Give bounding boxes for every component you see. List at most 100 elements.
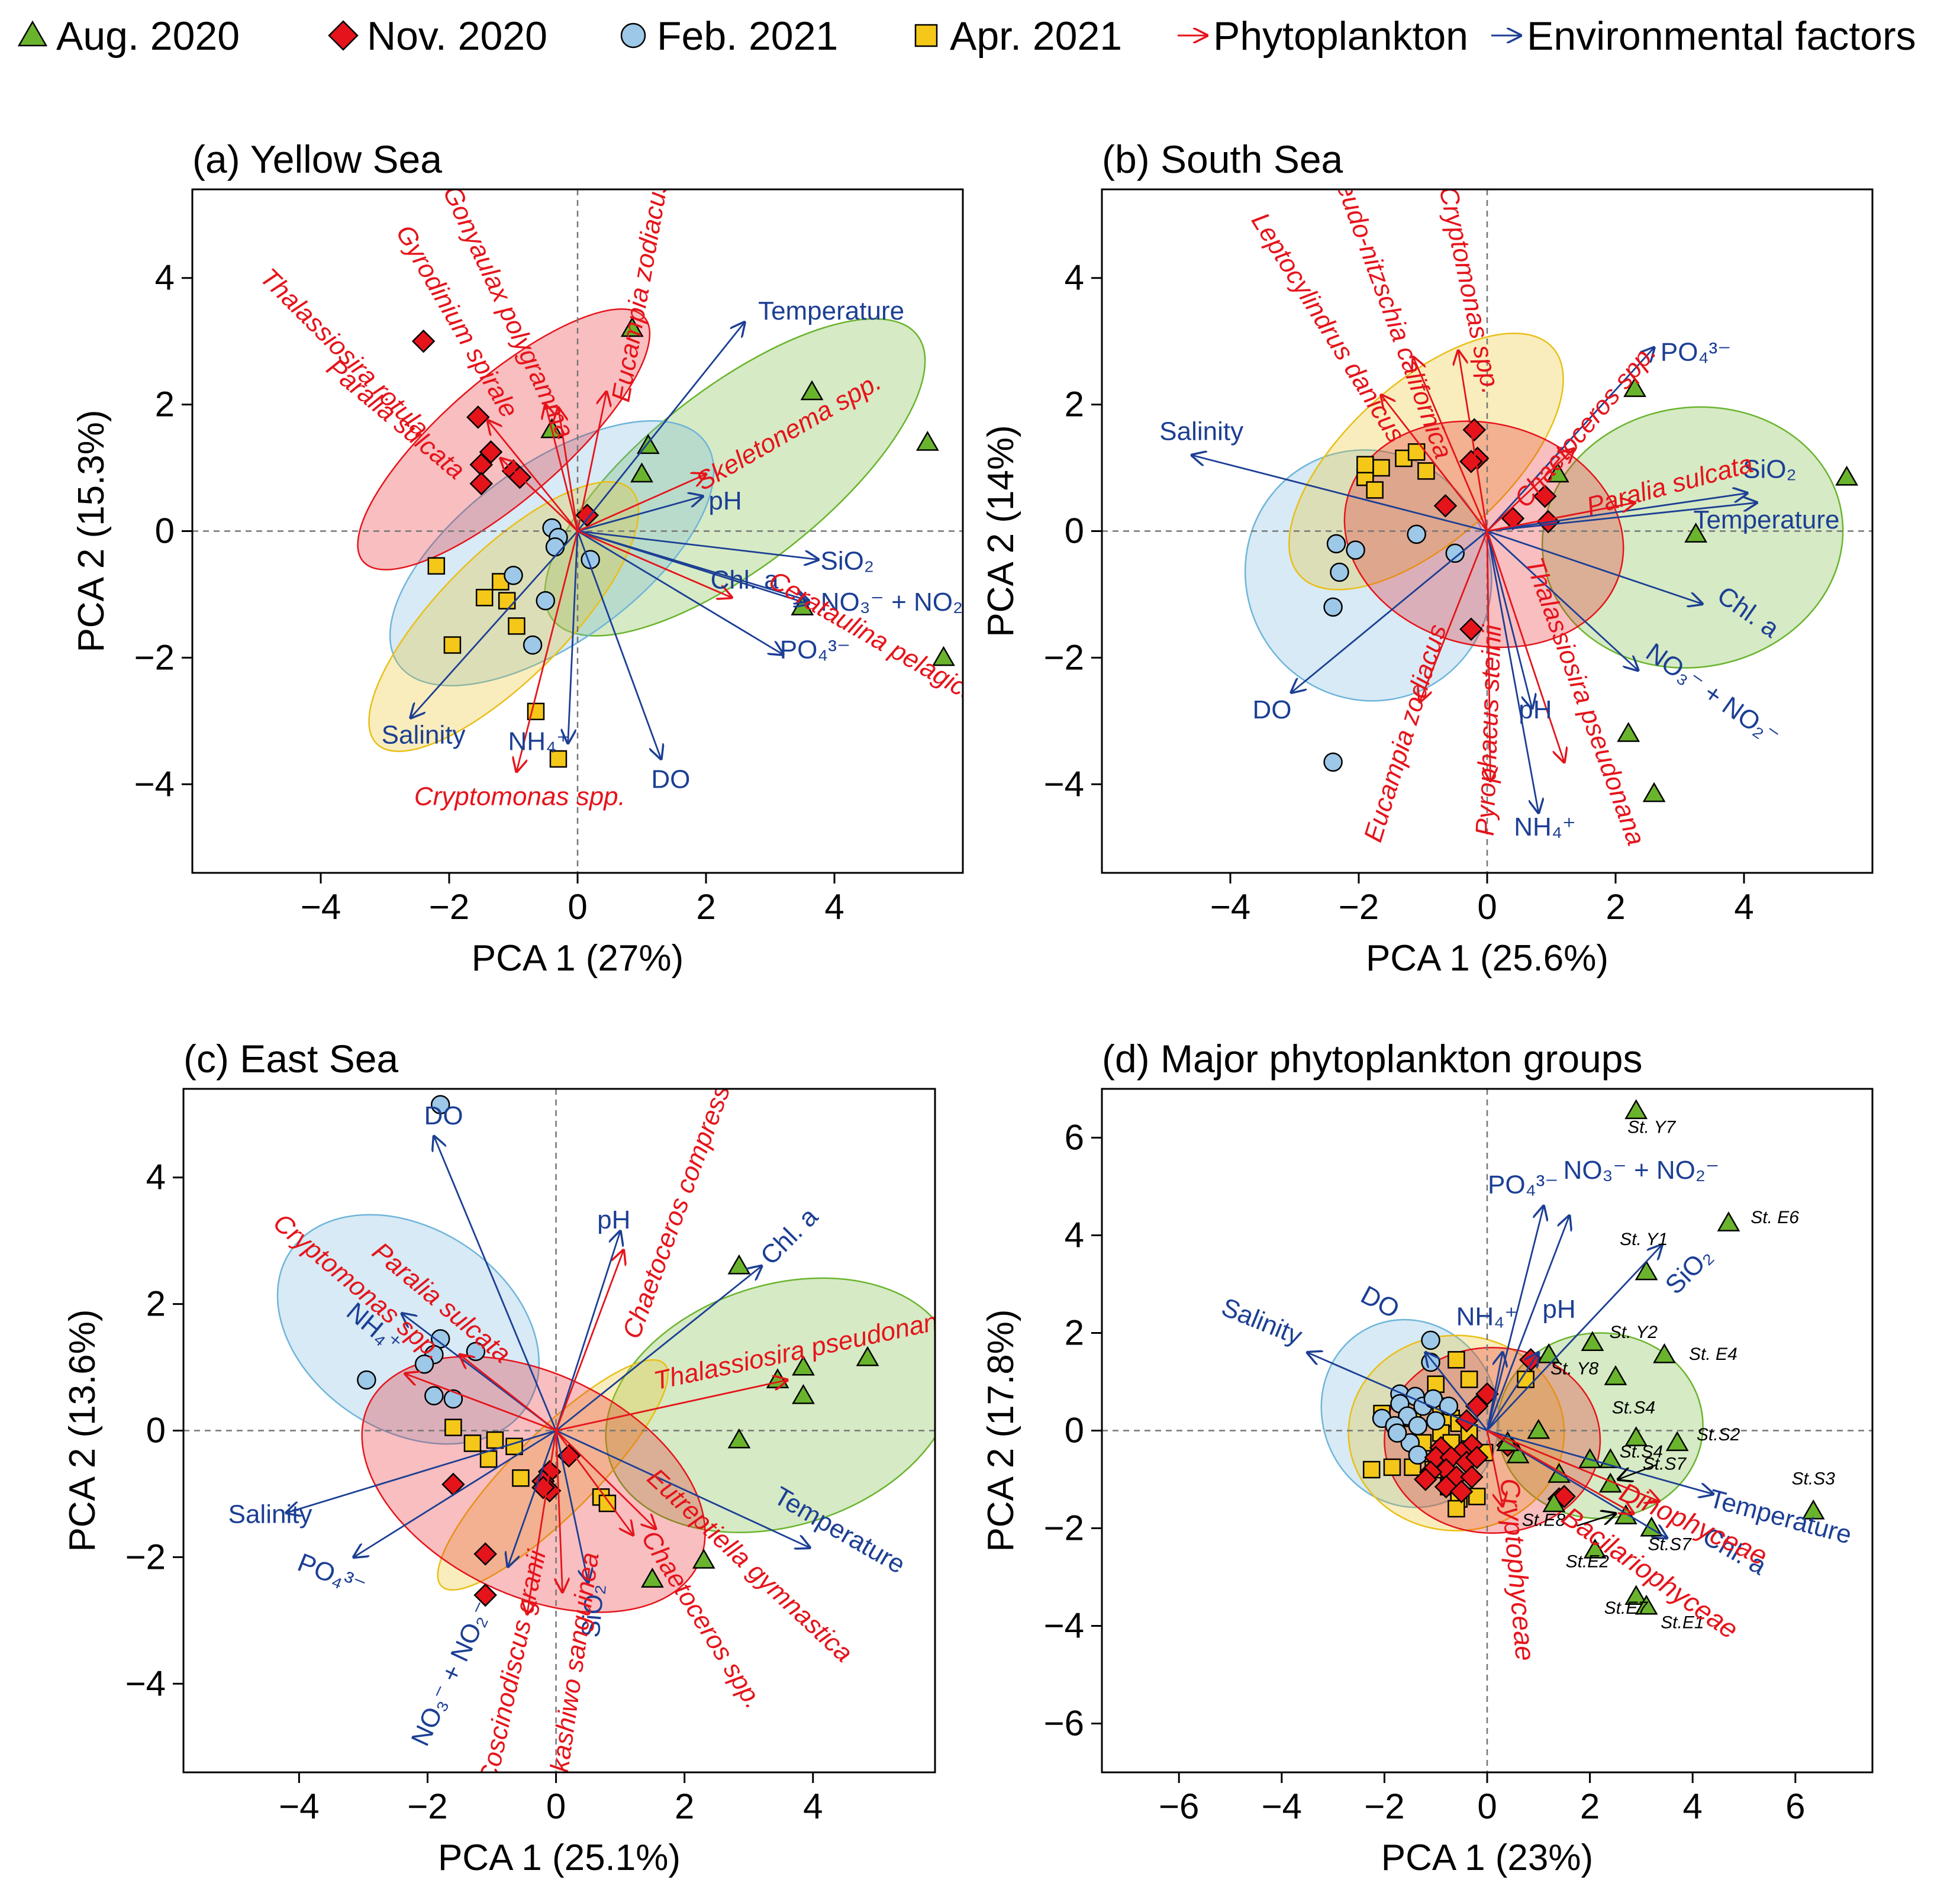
point-nov — [473, 1542, 497, 1566]
y-tick-label: −2 — [1044, 1508, 1084, 1548]
point-aug — [1801, 1499, 1825, 1520]
point-nov — [466, 405, 490, 429]
env-arrow — [411, 530, 579, 718]
ellipse-aug — [544, 318, 926, 637]
x-tick-label: −4 — [1262, 1787, 1302, 1826]
ellipse-apr — [368, 481, 640, 752]
y-tick-label: 2 — [146, 1284, 166, 1324]
point-nov — [1460, 1465, 1484, 1489]
point-aug — [727, 1254, 751, 1275]
env-arrow — [1487, 1430, 1713, 1494]
env-arrow — [568, 531, 579, 743]
phyto-arrow — [1458, 351, 1488, 531]
y-tick-label: 4 — [1065, 1215, 1084, 1255]
env-label: Salinity — [1159, 417, 1243, 446]
y-tick-label: 2 — [1065, 1313, 1084, 1353]
point-nov — [1465, 1446, 1489, 1469]
y-axis-label: PCA 2 (14%) — [981, 425, 1021, 637]
plot-area: Temperature pH SiO₂ Chl. a NO₃⁻ + NO₂⁻ PO₄³⁻ D… — [192, 189, 963, 873]
env-arrow — [354, 1430, 557, 1558]
env-label: pH — [708, 486, 742, 515]
phyto-arrow — [1486, 1430, 1503, 1507]
env-arrow — [555, 1430, 810, 1548]
phyto-arrow — [1487, 1430, 1633, 1514]
point-apr — [498, 592, 516, 610]
point-apr — [508, 617, 526, 635]
phyto-arrow — [488, 420, 579, 532]
phyto-arrow — [558, 408, 579, 531]
station-label: St. Y8 — [1550, 1359, 1598, 1379]
point-feb — [1346, 540, 1365, 560]
station-label: St. Y7 — [1627, 1117, 1676, 1137]
env-arrow — [1192, 455, 1488, 532]
point-apr — [1448, 1351, 1465, 1369]
panel-a: (a) Yellow Sea Temperature pH SiO₂ Chl. a NO₃… — [71, 137, 964, 979]
phyto-arrow — [527, 1430, 557, 1614]
x-tick-label: 2 — [1606, 887, 1625, 927]
point-aug — [856, 1346, 879, 1366]
point-aug — [1623, 377, 1646, 397]
env-arrow — [1487, 530, 1702, 604]
phyto-arrow — [405, 1373, 557, 1431]
legend-arrow: Environmental factors — [1491, 14, 1916, 59]
env-label: NH₄⁺ — [508, 727, 570, 756]
legend-item: Nov. 2020 — [328, 14, 547, 59]
env-label: Salinity — [1217, 1292, 1306, 1351]
env-arrow — [577, 530, 783, 655]
point-nov — [1533, 484, 1557, 508]
legend-label: Apr. 2021 — [950, 14, 1122, 59]
ellipse-aug — [605, 1277, 935, 1533]
x-axis-label: PCA 1 (25.1%) — [438, 1837, 681, 1878]
env-label: PO₄³⁻ — [780, 635, 850, 664]
point-feb — [1407, 524, 1426, 544]
point-apr — [1372, 459, 1390, 477]
phyto-arrow — [577, 474, 706, 532]
y-tick-label: −2 — [134, 637, 175, 677]
point-aug — [692, 1548, 715, 1569]
y-tick-label: −6 — [1044, 1704, 1084, 1743]
x-tick-label: 4 — [1734, 887, 1753, 927]
env-label: PO₄³⁻ — [1488, 1171, 1558, 1200]
panel-title: (a) Yellow Sea — [192, 137, 442, 181]
env-arrow — [1486, 1353, 1539, 1431]
env-label: Salinity — [228, 1500, 312, 1529]
env-arrow — [1486, 1245, 1662, 1431]
legend-item: Apr. 2021 — [914, 14, 1122, 59]
x-tick-label: −4 — [301, 887, 341, 927]
legend-arrow: Phytoplankton — [1178, 14, 1468, 59]
point-feb — [414, 1354, 434, 1374]
point-nov — [473, 1583, 497, 1607]
point-feb — [1323, 597, 1343, 617]
phyto-arrow — [1486, 531, 1564, 762]
env-label: Chl. a — [711, 566, 779, 595]
point-apr — [1417, 462, 1435, 480]
point-aug — [1684, 523, 1708, 543]
point-aug — [800, 380, 824, 401]
y-tick-label: −4 — [134, 764, 175, 804]
point-aug — [792, 1384, 815, 1404]
x-tick-label: 0 — [1477, 887, 1497, 927]
legend-label: Aug. 2020 — [56, 14, 240, 59]
env-arrow — [1486, 1206, 1543, 1431]
station-label: St.S4 — [1612, 1398, 1655, 1418]
env-label: PO₄³⁻ — [294, 1548, 370, 1601]
point-feb — [545, 537, 565, 557]
env-label: pH — [1519, 695, 1552, 724]
y-tick-label: 2 — [155, 385, 175, 424]
point-nov — [1462, 418, 1487, 442]
legend-marker — [620, 22, 646, 49]
env-arrow — [555, 1231, 621, 1431]
point-nov — [557, 1444, 581, 1468]
phyto-arrow — [576, 392, 607, 531]
env-label: NH₄⁺ — [1456, 1302, 1519, 1331]
env-arrow — [1291, 530, 1488, 693]
y-tick-label: −4 — [125, 1663, 166, 1703]
point-feb — [523, 635, 543, 655]
point-nov — [1433, 494, 1458, 518]
point-feb — [1330, 562, 1349, 582]
point-aug — [1635, 1594, 1658, 1615]
